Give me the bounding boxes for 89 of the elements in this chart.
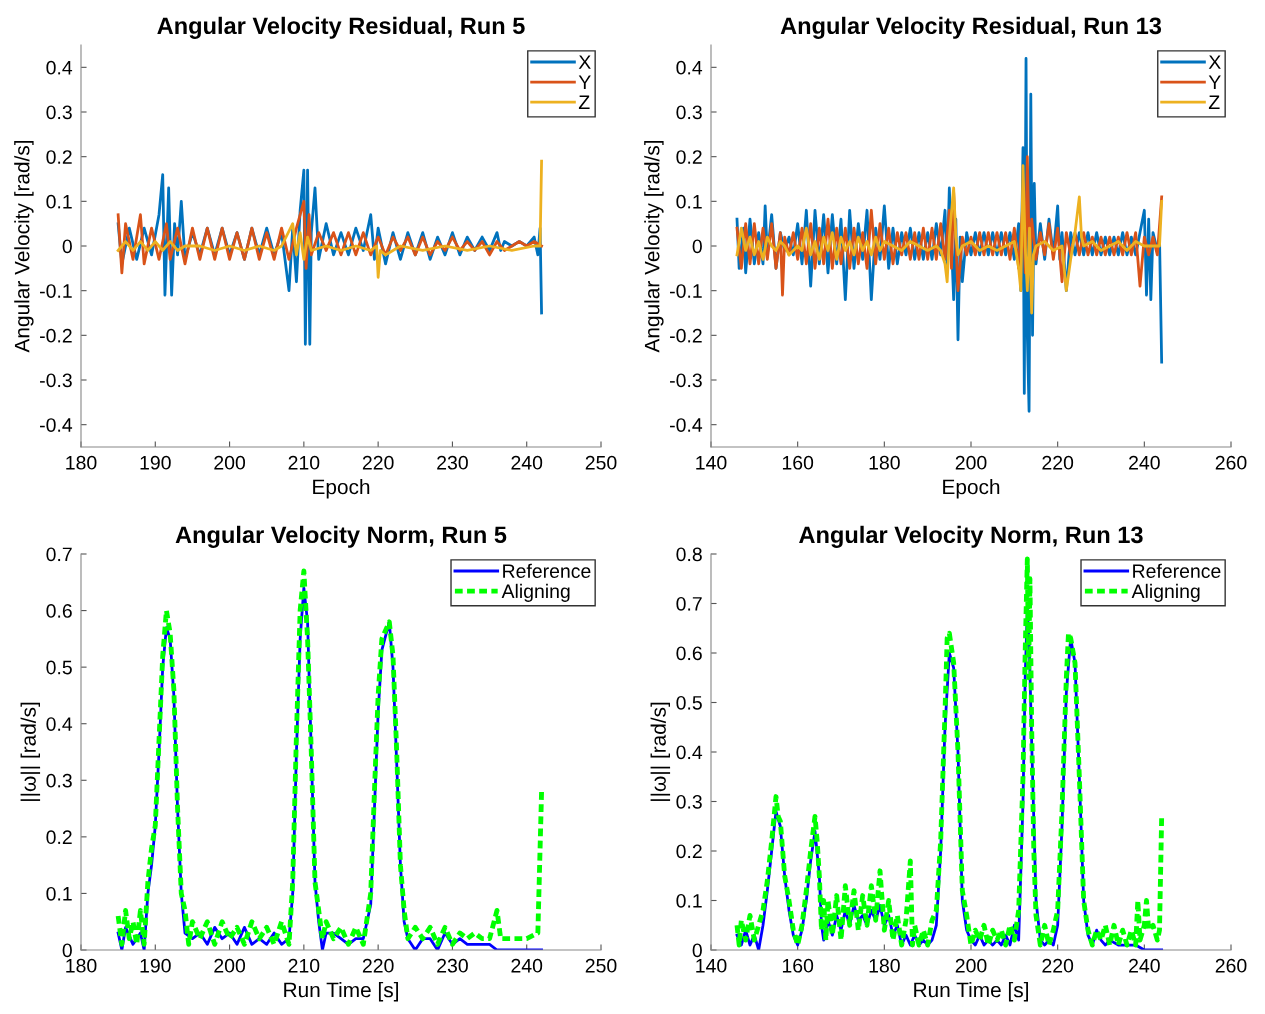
x-tick-label: 200	[955, 455, 987, 470]
x-tick-label: 180	[66, 455, 97, 470]
y-tick-label: -0.2	[40, 328, 72, 343]
y-tick-label: 0.3	[676, 794, 702, 809]
chart-title: Angular Velocity Norm, Run 5	[175, 525, 507, 548]
y-tick-label: 0.7	[46, 547, 72, 562]
x-tick-label: 200	[214, 958, 246, 973]
y-axis-title: ||ω|| [rad/s]	[650, 702, 671, 801]
x-tick-label: 220	[1042, 958, 1074, 973]
y-tick-label: 0.4	[676, 60, 703, 75]
x-tick-label: 220	[1042, 455, 1074, 470]
y-tick-label: -0.1	[40, 284, 72, 298]
legend-label: Y	[578, 75, 591, 89]
y-tick-label: 0	[62, 943, 72, 958]
y-tick-label: 0.2	[676, 150, 702, 164]
x-tick-label: 160	[782, 455, 814, 470]
chart-title: Angular Velocity Residual, Run 13	[780, 16, 1162, 39]
y-tick-label: -0.3	[670, 373, 702, 388]
y-tick-label: 0	[62, 239, 72, 254]
x-tick-label: 180	[869, 958, 900, 973]
x-tick-label: 220	[362, 958, 394, 973]
y-tick-label: 0.4	[676, 745, 703, 760]
y-tick-label: 0.4	[46, 60, 73, 75]
x-tick-label: 160	[782, 958, 814, 973]
line-series	[735, 164, 1164, 315]
legend-label: X	[1208, 55, 1221, 69]
y-tick-label: 0.2	[676, 844, 702, 859]
x-axis-title: Run Time [s]	[914, 982, 1028, 1002]
y-tick-label: 0.5	[676, 695, 702, 710]
y-axis-title: Angular Velocity [rad/s]	[14, 140, 34, 353]
y-tick-label: 0.3	[46, 105, 72, 120]
x-tick-label: 200	[214, 455, 246, 470]
x-tick-label: 250	[585, 455, 617, 470]
y-axis-title: ||ω|| [rad/s]	[20, 702, 41, 801]
x-tick-label: 140	[696, 958, 727, 973]
y-tick-label: 0.1	[46, 886, 72, 901]
legend-label: Reference	[1133, 563, 1221, 578]
y-tick-label: 0.1	[46, 194, 72, 209]
y-tick-label: -0.2	[670, 328, 702, 343]
legend-label: Y	[1208, 75, 1221, 89]
x-axis-title: Epoch	[943, 479, 1000, 499]
legend-label: Aligning	[1131, 583, 1200, 602]
y-tick-label: 0.1	[676, 893, 702, 908]
x-tick-label: 180	[869, 455, 900, 470]
y-tick-label: 0.4	[46, 717, 73, 731]
x-tick-label: 230	[437, 455, 468, 470]
y-tick-label: 0	[692, 239, 702, 254]
x-tick-label: 220	[362, 455, 394, 470]
y-tick-label: 0.2	[46, 830, 72, 845]
x-tick-label: 260	[1215, 958, 1247, 973]
legend-label: Aligning	[501, 583, 570, 602]
y-tick-label: -0.1	[670, 284, 702, 298]
y-tick-label: -0.3	[40, 373, 72, 388]
y-tick-label: 0.6	[46, 604, 72, 618]
y-tick-label: 0.3	[676, 105, 702, 120]
x-tick-label: 180	[66, 958, 97, 973]
x-tick-label: 240	[511, 455, 543, 470]
y-tick-label: 0.8	[676, 547, 702, 562]
y-tick-label: 0.3	[46, 773, 72, 788]
legend-label: Reference	[503, 563, 591, 578]
x-tick-label: 260	[1215, 455, 1247, 470]
x-tick-label: 190	[140, 455, 171, 470]
y-tick-label: 0.5	[46, 660, 72, 675]
x-tick-label: 250	[585, 958, 617, 973]
y-tick-label: -0.4	[40, 418, 73, 432]
x-tick-label: 240	[511, 958, 543, 973]
x-axis-title: Run Time [s]	[284, 982, 398, 1002]
x-tick-label: 240	[1129, 958, 1160, 973]
y-tick-label: -0.4	[670, 418, 703, 432]
chart-title: Angular Velocity Norm, Run 13	[799, 525, 1143, 548]
x-axis-title: Epoch	[313, 479, 370, 499]
x-tick-label: 190	[140, 958, 171, 973]
y-axis-title: Angular Velocity [rad/s]	[644, 140, 664, 353]
legend-label: Z	[578, 95, 590, 109]
legend-label: Z	[1208, 95, 1220, 109]
y-tick-label: 0	[692, 943, 702, 958]
legend-label: X	[578, 55, 591, 69]
x-tick-label: 230	[437, 958, 468, 973]
y-tick-label: 0.7	[676, 596, 702, 611]
x-tick-label: 200	[955, 958, 987, 973]
line-series	[116, 159, 543, 279]
y-tick-label: 0.6	[676, 646, 702, 661]
x-tick-label: 210	[288, 958, 320, 973]
x-tick-label: 210	[288, 455, 320, 470]
x-tick-label: 140	[696, 455, 727, 470]
y-tick-label: 0.1	[676, 194, 702, 209]
x-tick-label: 240	[1129, 455, 1160, 470]
chart-title: Angular Velocity Residual, Run 5	[157, 16, 525, 39]
y-tick-label: 0.2	[46, 150, 72, 164]
